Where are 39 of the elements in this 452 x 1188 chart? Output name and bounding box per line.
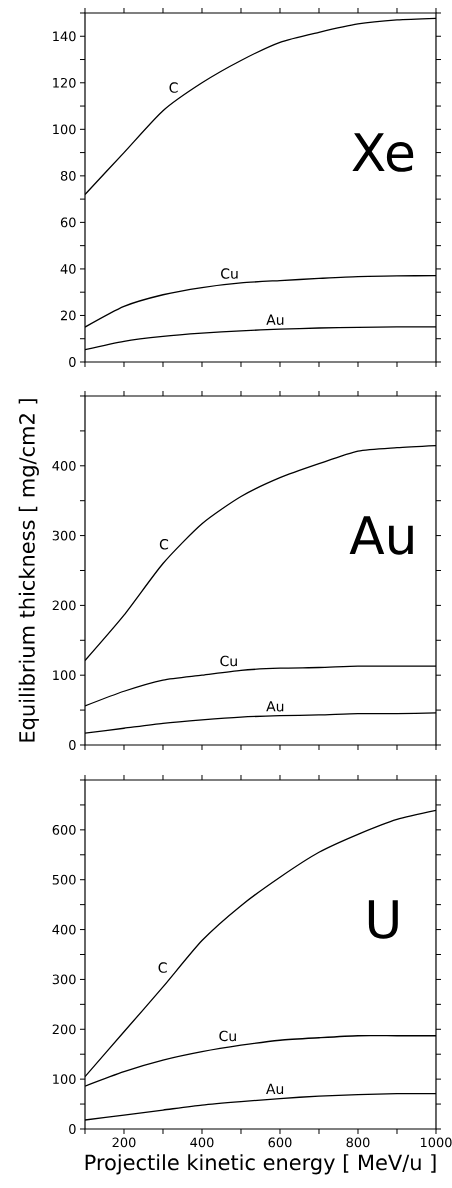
x-axis-title: Projectile kinetic energy [ MeV/u ] [85,1154,436,1175]
series-label: Au [266,314,284,325]
series-label: Au [266,1083,284,1095]
y-tick-label: 0 [69,357,76,367]
series-label: Cu [221,268,238,279]
y-tick-label: 200 [52,600,76,611]
series-label: Cu [220,655,237,667]
x-tick-label: 1000 [420,1137,452,1148]
y-tick-label: 300 [52,974,76,985]
y-tick-label: 80 [60,170,76,181]
series-label: Cu [219,1030,236,1042]
x-tick-label: 200 [112,1137,136,1148]
y-tick-label: 60 [60,217,76,228]
y-tick-label: 600 [52,824,76,835]
x-tick-label: 800 [346,1137,370,1148]
y-axis-title: Equilibrium thickness [ mg/cm2 ] [18,399,39,742]
series-label: C [159,539,169,550]
annotation: U [368,900,398,939]
y-tick-label: 400 [52,924,76,935]
y-tick-label: 0 [69,740,76,750]
y-tick-label: 100 [53,670,76,681]
y-tick-label: 40 [60,264,76,274]
y-tick-label: 120 [53,77,76,88]
series-label: C [158,962,167,973]
y-tick-label: 100 [53,1074,76,1085]
annotation: Au [349,516,413,555]
y-tick-label: 20 [60,310,76,321]
x-tick-label: 400 [190,1137,214,1148]
series-label: C [169,82,178,93]
annotation: Xe [352,133,414,172]
y-tick-label: 200 [52,1024,76,1035]
y-tick-label: 300 [52,530,76,541]
y-tick-label: 500 [52,874,76,885]
y-tick-label: 400 [52,460,76,471]
series-label: Au [266,701,284,712]
y-tick-label: 100 [53,124,76,135]
x-tick-label: 600 [268,1137,292,1148]
y-tick-label: 140 [53,31,76,42]
y-tick-label: 0 [69,1124,76,1134]
